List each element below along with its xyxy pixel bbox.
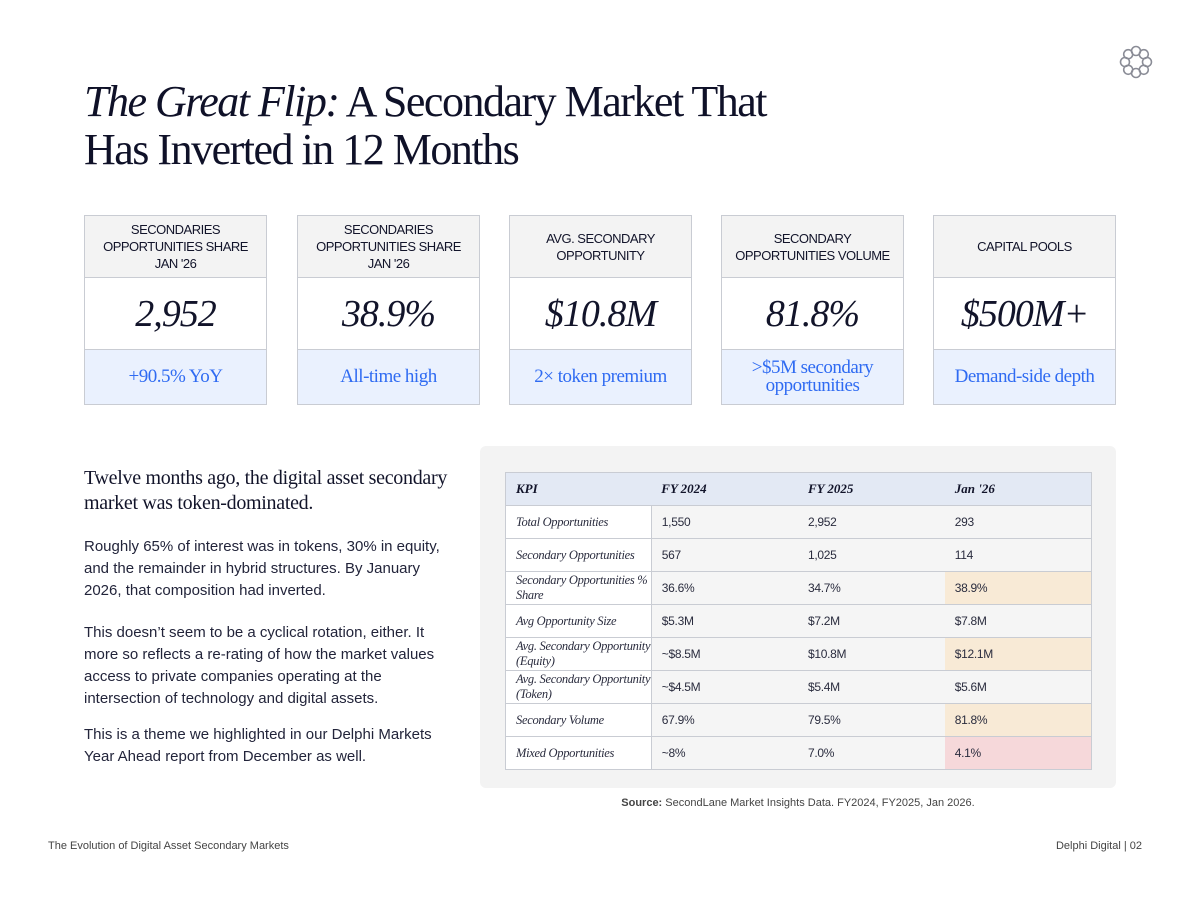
- kpi-card: AVG. SECONDARY OPPORTUNITY $10.8M 2× token…: [509, 215, 692, 405]
- source-label: Source:: [621, 797, 663, 809]
- table-row: Total Opportunities 1,550 2,952 293: [505, 505, 1092, 539]
- footer-page: Delphi Digital | 02: [1055, 840, 1142, 852]
- kpi-card: SECONDARIES OPPORTUNITIES SHARE JAN '26 2…: [84, 215, 267, 405]
- table-row: Secondary Volume 67.9% 79.5% 81.8%: [505, 703, 1092, 737]
- source-note: Source: SecondLane Market Insights Data.…: [480, 797, 1116, 809]
- kpi-card-note: >$5M secondary opportunities: [722, 350, 903, 404]
- paragraph: Roughly 65% of interest was in tokens, 3…: [84, 538, 440, 599]
- table-cell: 38.9%: [944, 571, 1092, 605]
- lede: Twelve months ago, the digital asset sec…: [84, 467, 448, 514]
- table-cell: ~$8.5M: [651, 637, 799, 671]
- table-row: Avg. Secondary Opportunity (Equity) ~$8.5…: [505, 637, 1092, 671]
- table-cell: $7.8M: [944, 604, 1092, 638]
- table-row: Mixed Opportunities ~8% 7.0% 4.1%: [505, 736, 1092, 770]
- kpi-card-value: $500M+: [934, 278, 1115, 350]
- kpi-card-note: 2× token premium: [510, 350, 691, 404]
- table-header-row: KPI FY 2024 FY 2025 Jan '26: [505, 472, 1092, 506]
- column-header: FY 2025: [798, 472, 945, 506]
- table-cell: 36.6%: [651, 571, 799, 605]
- table-cell: $10.8M: [798, 637, 945, 671]
- kpi-card-header: SECONDARIES OPPORTUNITIES SHARE JAN '26: [85, 216, 266, 278]
- table-cell: 4.1%: [944, 736, 1092, 770]
- row-label: Avg. Secondary Opportunity (Token): [505, 670, 652, 704]
- row-label: Total Opportunities: [505, 505, 652, 539]
- table-cell: 293: [944, 505, 1092, 539]
- kpi-card-header: SECONDARIES OPPORTUNITIES SHARE JAN '26: [298, 216, 479, 278]
- column-header: FY 2024: [651, 472, 799, 506]
- table-cell: $7.2M: [798, 604, 945, 638]
- table-row: Secondary Opportunities 567 1,025 114: [505, 538, 1092, 572]
- column-header: KPI: [505, 472, 652, 506]
- table-cell: 1,025: [798, 538, 945, 572]
- title-rest: A Secondary Market That: [338, 77, 768, 126]
- table-cell: 67.9%: [651, 703, 799, 737]
- row-label: Mixed Opportunities: [505, 736, 652, 770]
- table-row: Secondary Opportunities % Share 36.6% 34.7…: [505, 571, 1092, 605]
- row-label: Secondary Opportunities % Share: [505, 571, 652, 605]
- title-line2: Has Inverted in 12 Months: [84, 125, 520, 174]
- paragraph: This doesn’t seem to be a cyclical rotat…: [84, 624, 435, 707]
- kpi-card-value: 38.9%: [298, 278, 479, 350]
- table-cell: 79.5%: [798, 703, 945, 737]
- table-cell: $5.4M: [798, 670, 945, 704]
- table-cell: ~$4.5M: [651, 670, 799, 704]
- delphi-logo-icon: [1119, 45, 1153, 79]
- table-cell: 81.8%: [944, 703, 1092, 737]
- table-row: Avg Opportunity Size $5.3M $7.2M $7.8M: [505, 604, 1092, 638]
- row-label: Secondary Volume: [505, 703, 652, 737]
- table-cell: $5.6M: [944, 670, 1092, 704]
- title-italic: The Great Flip:: [84, 77, 340, 126]
- paragraph: This is a theme we highlighted in our De…: [84, 726, 432, 765]
- table-cell: ~8%: [651, 736, 799, 770]
- table-row: Avg. Secondary Opportunity (Token) ~$4.5M…: [505, 670, 1092, 704]
- kpi-card-note: Demand-side depth: [934, 350, 1115, 404]
- kpi-card-value: 81.8%: [722, 278, 903, 350]
- kpi-card-value: 2,952: [85, 278, 266, 350]
- kpi-card-header: SECONDARY OPPORTUNITIES VOLUME: [722, 216, 903, 278]
- table-cell: 114: [944, 538, 1092, 572]
- kpi-card: CAPITAL POOLS $500M+ Demand-side depth: [933, 215, 1116, 405]
- column-header: Jan '26: [944, 472, 1092, 506]
- page-title: The Great Flip: A Secondary Market That H…: [84, 77, 768, 174]
- table-cell: 567: [651, 538, 799, 572]
- table-cell: 34.7%: [798, 571, 945, 605]
- kpi-card-value: $10.8M: [510, 278, 691, 350]
- kpi-card: SECONDARY OPPORTUNITIES VOLUME 81.8% >$5M …: [721, 215, 904, 405]
- table-cell: 2,952: [798, 505, 945, 539]
- source-text: SecondLane Market Insights Data. FY2024,…: [662, 797, 975, 809]
- kpi-table: KPI FY 2024 FY 2025 Jan '26 Total Opportuni…: [505, 472, 1092, 770]
- table-cell: 7.0%: [798, 736, 945, 770]
- row-label: Avg. Secondary Opportunity (Equity): [505, 637, 652, 671]
- kpi-card: SECONDARIES OPPORTUNITIES SHARE JAN '26 3…: [297, 215, 480, 405]
- footer-report-title: The Evolution of Digital Asset Secondary…: [48, 840, 289, 852]
- table-cell: 1,550: [651, 505, 799, 539]
- table-cell: $12.1M: [944, 637, 1092, 671]
- kpi-card-note: All-time high: [298, 350, 479, 404]
- row-label: Secondary Opportunities: [505, 538, 652, 572]
- kpi-card-header: AVG. SECONDARY OPPORTUNITY: [510, 216, 691, 278]
- kpi-card-header: CAPITAL POOLS: [934, 216, 1115, 278]
- table-cell: $5.3M: [651, 604, 799, 638]
- row-label: Avg Opportunity Size: [505, 604, 652, 638]
- kpi-card-note: +90.5% YoY: [85, 350, 266, 404]
